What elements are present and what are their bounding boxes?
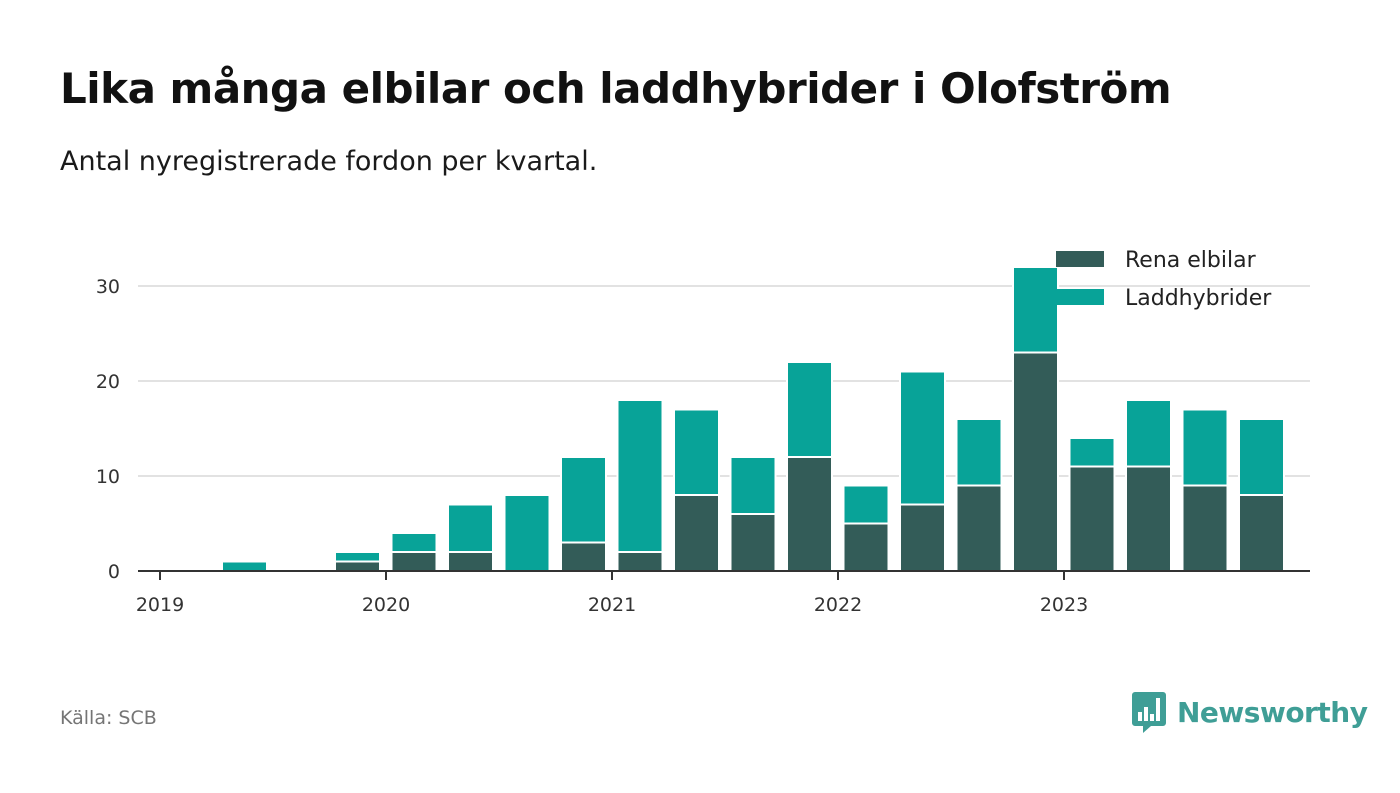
brand-logo: Newsworthy bbox=[1131, 690, 1368, 734]
bar-laddhybrider-2023-q3 bbox=[1181, 408, 1229, 487]
bar-rena-elbilar-2023-q1 bbox=[1068, 465, 1116, 572]
x-tick-label-2021: 2021 bbox=[588, 594, 636, 616]
y-tick-label-20: 20 bbox=[96, 371, 120, 393]
y-tick-label-10: 10 bbox=[96, 466, 120, 488]
x-tick-label-2020: 2020 bbox=[362, 594, 410, 616]
x-axis: 2019 2020 2021 2022 2023 bbox=[136, 570, 1310, 616]
bar-laddhybrider-2021-q2 bbox=[673, 408, 720, 496]
bar-laddhybrider-2019-q4 bbox=[334, 551, 381, 563]
bar-laddhybrider-2022-q1 bbox=[842, 484, 890, 525]
x-tick-label-2022: 2022 bbox=[814, 594, 862, 616]
chart-title: Lika många elbilar och laddhybrider i Ol… bbox=[60, 64, 1172, 113]
bar-laddhybrider-2019-q2 bbox=[221, 560, 268, 572]
bar-rena-elbilar-2019-q4 bbox=[334, 560, 381, 572]
y-axis-labels: 0 10 20 30 bbox=[96, 276, 120, 583]
bar-rena-elbilar-2020-q1 bbox=[390, 551, 438, 572]
bar-rena-elbilar-2021-q3 bbox=[729, 513, 777, 572]
legend-swatch-rena-elbilar bbox=[1056, 251, 1104, 267]
bar-laddhybrider-2020-q4 bbox=[560, 456, 607, 544]
y-tick-label-30: 30 bbox=[96, 276, 120, 298]
bar-laddhybrider-2021-q1 bbox=[616, 399, 664, 553]
bar-rena-elbilar-2020-q4 bbox=[560, 541, 607, 572]
legend-label-rena-elbilar: Rena elbilar bbox=[1125, 248, 1257, 273]
legend-swatch-laddhybrider bbox=[1056, 289, 1104, 305]
x-tick-label-2019: 2019 bbox=[136, 594, 184, 616]
bar-rena-elbilar-2022-q4 bbox=[1012, 351, 1059, 572]
bar-laddhybrider-2021-q3 bbox=[729, 456, 777, 515]
bar-laddhybrider-2023-q4 bbox=[1238, 418, 1285, 496]
legend: Rena elbilar Laddhybrider bbox=[1056, 248, 1272, 311]
y-tick-label-0: 0 bbox=[108, 561, 120, 583]
newsworthy-logo-icon bbox=[1132, 692, 1166, 733]
bar-laddhybrider-2022-q2 bbox=[899, 370, 946, 506]
bar-rena-elbilar-2023-q2 bbox=[1125, 465, 1172, 572]
bar-rena-elbilar-2022-q1 bbox=[842, 522, 890, 572]
bar-laddhybrider-2023-q2 bbox=[1125, 399, 1172, 468]
bar-laddhybrider-2022-q4 bbox=[1012, 266, 1059, 354]
bar-rena-elbilar-2021-q2 bbox=[673, 494, 720, 572]
legend-label-laddhybrider: Laddhybrider bbox=[1125, 286, 1272, 311]
bar-rena-elbilar-2020-q2 bbox=[447, 551, 494, 572]
bar-laddhybrider-2022-q3 bbox=[955, 418, 1003, 487]
bar-rena-elbilar-2021-q4 bbox=[786, 456, 833, 572]
bars bbox=[221, 266, 1285, 572]
x-tick-label-2023: 2023 bbox=[1040, 594, 1088, 616]
chart-subtitle: Antal nyregistrerade fordon per kvartal. bbox=[60, 146, 598, 177]
bar-laddhybrider-2021-q4 bbox=[786, 361, 833, 458]
bar-laddhybrider-2023-q1 bbox=[1068, 437, 1116, 468]
bar-rena-elbilar-2023-q4 bbox=[1238, 494, 1285, 572]
bar-laddhybrider-2020-q3 bbox=[503, 494, 551, 572]
bar-rena-elbilar-2022-q2 bbox=[899, 503, 946, 572]
bar-rena-elbilar-2021-q1 bbox=[616, 551, 664, 572]
brand-name: Newsworthy bbox=[1177, 695, 1368, 729]
bar-laddhybrider-2020-q2 bbox=[447, 503, 494, 553]
bar-rena-elbilar-2022-q3 bbox=[955, 484, 1003, 572]
bar-laddhybrider-2020-q1 bbox=[390, 532, 438, 553]
bar-rena-elbilar-2023-q3 bbox=[1181, 484, 1229, 572]
source-note: Källa: SCB bbox=[60, 707, 157, 729]
